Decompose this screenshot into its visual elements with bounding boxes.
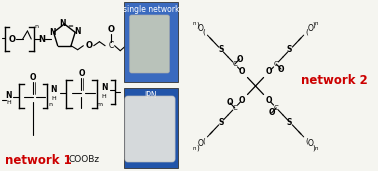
Text: N: N xyxy=(50,28,56,37)
Text: O: O xyxy=(85,41,93,50)
Text: O: O xyxy=(198,140,204,148)
Text: n: n xyxy=(315,21,318,26)
Text: network 1: network 1 xyxy=(5,154,71,167)
Text: N: N xyxy=(101,83,107,93)
FancyBboxPatch shape xyxy=(130,15,169,73)
Text: n: n xyxy=(193,21,197,26)
Text: (: ( xyxy=(306,28,308,35)
Text: n: n xyxy=(315,146,318,152)
Text: ): ) xyxy=(196,21,199,28)
Text: H: H xyxy=(102,94,107,98)
Text: O: O xyxy=(9,35,16,43)
Text: network 2: network 2 xyxy=(301,74,368,87)
Text: n: n xyxy=(34,23,38,29)
Text: H: H xyxy=(51,95,56,101)
Text: N: N xyxy=(59,18,66,28)
Text: ): ) xyxy=(196,144,199,151)
Text: N: N xyxy=(74,27,80,36)
Bar xyxy=(124,88,178,168)
Text: single network: single network xyxy=(123,5,179,15)
Text: O: O xyxy=(239,67,245,76)
Text: m: m xyxy=(96,102,102,108)
Text: O: O xyxy=(307,140,313,148)
Text: C: C xyxy=(108,41,113,50)
Text: O: O xyxy=(239,96,245,105)
Text: O: O xyxy=(266,96,272,105)
Text: O: O xyxy=(268,108,275,117)
Text: O: O xyxy=(307,24,313,32)
Text: (: ( xyxy=(203,28,205,35)
Text: O: O xyxy=(266,67,272,76)
Text: n: n xyxy=(193,146,197,152)
Text: C: C xyxy=(232,61,237,67)
Text: H: H xyxy=(6,101,11,106)
Text: (: ( xyxy=(306,137,308,144)
Text: O: O xyxy=(78,69,85,78)
Bar xyxy=(124,2,178,82)
Text: n: n xyxy=(48,102,52,108)
Text: C: C xyxy=(274,61,279,67)
Text: O: O xyxy=(198,24,204,32)
FancyBboxPatch shape xyxy=(125,96,175,162)
Text: N: N xyxy=(51,86,57,95)
Text: N: N xyxy=(5,90,12,100)
Text: S: S xyxy=(219,117,224,127)
Text: COOBz: COOBz xyxy=(68,155,99,165)
Text: C: C xyxy=(274,105,279,111)
Text: O: O xyxy=(107,25,114,34)
Text: ): ) xyxy=(312,21,315,28)
Text: ): ) xyxy=(312,144,315,151)
Text: O: O xyxy=(30,73,36,82)
Text: O: O xyxy=(278,64,284,74)
Text: S: S xyxy=(287,45,292,54)
Text: N: N xyxy=(38,35,45,43)
Text: C: C xyxy=(232,105,237,111)
Text: =: = xyxy=(67,23,73,29)
Text: O: O xyxy=(227,98,233,107)
Text: O: O xyxy=(236,55,243,64)
Text: IPN: IPN xyxy=(145,91,157,101)
Text: S: S xyxy=(219,45,224,54)
Text: (: ( xyxy=(203,137,205,144)
Text: S: S xyxy=(287,117,292,127)
